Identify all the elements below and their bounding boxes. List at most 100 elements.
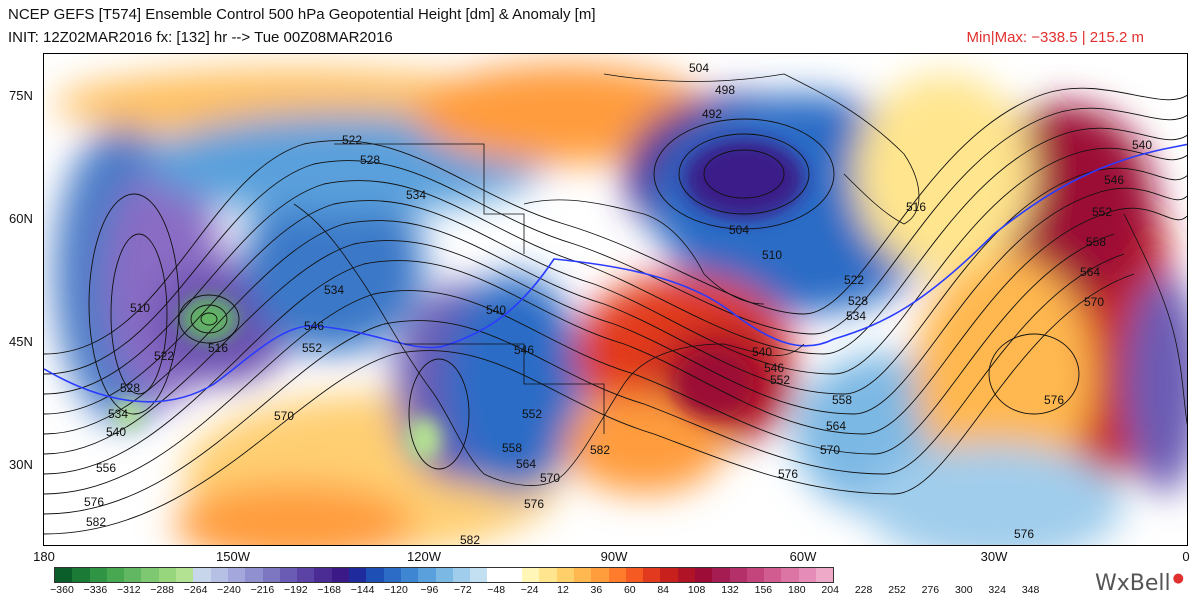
colorbar-tick-label: 276 [921, 584, 940, 596]
colorbar-swatch [504, 568, 523, 582]
colorbar-swatch [279, 568, 298, 582]
logo-dot-icon: ● [1172, 571, 1184, 586]
contour-label: 546 [304, 319, 324, 333]
contour-label: 534 [406, 188, 426, 202]
contour-label: 504 [689, 61, 709, 75]
colorbar-tick-label: −168 [317, 584, 342, 596]
colorbar-tick-label: 156 [754, 584, 773, 596]
colorbar-tick-label: 252 [888, 584, 906, 596]
colorbar-tick-label: 36 [590, 584, 603, 596]
lon-label-150w: 150W [216, 549, 250, 564]
colorbar-tick-label: 12 [557, 584, 569, 596]
lat-label-60n: 60N [9, 211, 33, 226]
colorbar-tick-label: 300 [955, 584, 973, 596]
colorbar-swatch [227, 568, 246, 582]
contour-label: 576 [524, 497, 544, 511]
lon-label-60w: 60W [789, 549, 817, 564]
colorbar-tick-label: −48 [487, 584, 506, 596]
colorbar-swatch [72, 568, 90, 582]
colorbar-tick-label: 132 [721, 584, 739, 596]
contour-label: 558 [1086, 235, 1106, 249]
contour-label: 564 [1080, 265, 1100, 279]
contour-label: 516 [906, 200, 926, 214]
colorbar-swatch [124, 568, 142, 582]
colorbar-swatch [366, 568, 384, 582]
colorbar-swatch [106, 568, 125, 582]
colorbar-tick-label: −120 [384, 584, 408, 596]
contour-label: 534 [846, 309, 866, 323]
colorbar-swatch [764, 568, 782, 582]
colorbar-swatch [573, 568, 592, 582]
colorbar-swatch [314, 568, 332, 582]
colorbar-swatch [158, 568, 177, 582]
colorbar-tick-label: 228 [854, 584, 873, 596]
contour-label: 546 [764, 361, 784, 375]
colorbar-swatch [297, 568, 315, 582]
colorbar-swatch [643, 568, 661, 582]
colorbar-swatch [176, 568, 194, 582]
contour-label: 570 [1084, 295, 1104, 309]
colorbar-tick-label: −72 [453, 584, 472, 596]
contour-label: 498 [715, 83, 735, 97]
contour-label: 528 [848, 294, 868, 308]
lon-label-0: 0 [1182, 549, 1190, 564]
lat-label-75n: 75N [9, 88, 33, 103]
contour-label: 534 [324, 283, 344, 297]
colorbar-swatch [262, 568, 280, 582]
contour-label: 564 [516, 457, 536, 471]
colorbar [54, 567, 835, 583]
colorbar-tick-label: 60 [623, 584, 636, 596]
colorbar-swatch [418, 568, 436, 582]
colorbar-swatch [193, 568, 211, 582]
contour-label: 534 [108, 407, 128, 421]
colorbar-tick-label: −288 [150, 584, 175, 596]
colorbar-swatch [729, 568, 747, 582]
map-panel: 504 498 492 522 528 534 504 510 516 540 546 552 558 5… [43, 53, 1188, 546]
contour-label: 576 [1014, 527, 1034, 541]
contour-label: 570 [820, 443, 840, 457]
colorbar-tick-label: −24 [520, 584, 539, 596]
wxbell-logo: WxBell ● [1095, 571, 1184, 596]
contour-label: 576 [778, 467, 798, 481]
lon-label-90w: 90W [600, 549, 628, 564]
contour-label: 510 [762, 248, 782, 262]
contour-label: 540 [106, 425, 126, 439]
anomaly-map: 5044984925225285345045105165405465525585… [44, 54, 1187, 545]
lon-label-120w: 120W [407, 549, 441, 564]
contour-label: 522 [154, 349, 174, 363]
colorbar-swatch [816, 568, 834, 582]
contour-label: 504 [729, 223, 749, 237]
contour-label: 552 [522, 407, 542, 421]
contour-label: 540 [486, 303, 506, 317]
colorbar-swatch [383, 568, 401, 582]
colorbar-swatch [625, 568, 644, 582]
contour-label: 564 [826, 419, 846, 433]
contour-label: 552 [1092, 205, 1112, 219]
colorbar-swatch [746, 568, 765, 582]
contour-label: 516 [208, 341, 228, 355]
coastlines [293, 73, 1187, 486]
colorbar-swatch [798, 568, 817, 582]
anomaly-cores [114, 139, 804, 461]
colorbar-swatch [677, 568, 695, 582]
contour-labels: 5044984925225285345045105165405465525585… [84, 61, 1152, 545]
contour-label: 558 [832, 393, 852, 407]
lat-label-30n: 30N [9, 457, 33, 472]
contour-label: 510 [130, 301, 150, 315]
contour-label: 576 [1044, 393, 1064, 407]
colorbar-swatch [660, 568, 678, 582]
colorbar-swatch [781, 568, 799, 582]
colorbar-tick-label: −336 [83, 584, 108, 596]
contour-label: 552 [302, 341, 322, 355]
colorbar-swatch [89, 568, 107, 582]
colorbar-tick-label: −240 [217, 584, 241, 596]
colorbar-tick-label: 204 [821, 584, 839, 596]
contour-label: 576 [84, 495, 104, 509]
colorbar-tick-label: −216 [250, 584, 275, 596]
lat-label-45n: 45N [9, 334, 33, 349]
colorbar-tick-label: −144 [350, 584, 375, 596]
contour-label: 528 [120, 381, 140, 395]
colorbar-swatch [331, 568, 350, 582]
min-max-readout: Min|Max: −338.5 | 215.2 m [966, 29, 1144, 46]
map-title: NCEP GEFS [T574] Ensemble Control 500 hP… [8, 6, 596, 23]
